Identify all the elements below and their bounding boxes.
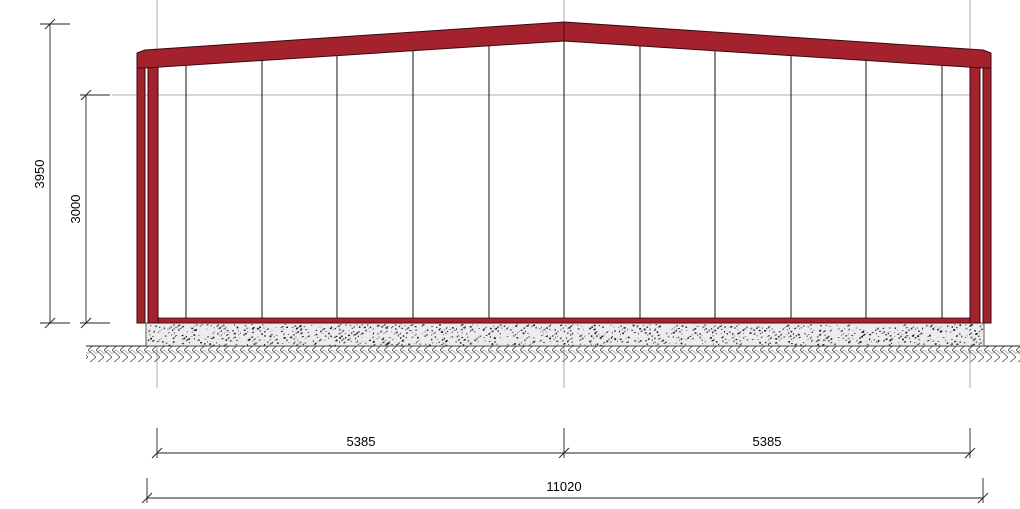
dimension-span-right: 5385 — [753, 434, 782, 449]
wall-panel-mullions — [185, 41, 943, 318]
right-column-inner — [969, 61, 981, 324]
horizontal-dimensions: 5385 5385 11020 — [141, 428, 989, 504]
left-column-inner — [147, 61, 159, 324]
concrete-speckle — [147, 324, 985, 347]
dimension-total-height: 3950 — [32, 160, 47, 189]
dimension-span-total: 11020 — [546, 479, 581, 494]
columns — [136, 61, 992, 324]
right-column-outer — [982, 61, 992, 324]
ground-hatch — [86, 346, 1020, 362]
left-column-outer — [136, 61, 146, 324]
foundation-slab — [145, 322, 985, 347]
dimension-eave-height: 3000 — [68, 195, 83, 224]
vertical-dimensions: 3950 3000 — [32, 18, 110, 329]
floor-beam — [157, 317, 971, 324]
right-rafter — [563, 21, 992, 69]
dimension-span-left: 5385 — [347, 434, 376, 449]
roof-rafters — [136, 21, 992, 69]
left-rafter — [136, 21, 565, 69]
